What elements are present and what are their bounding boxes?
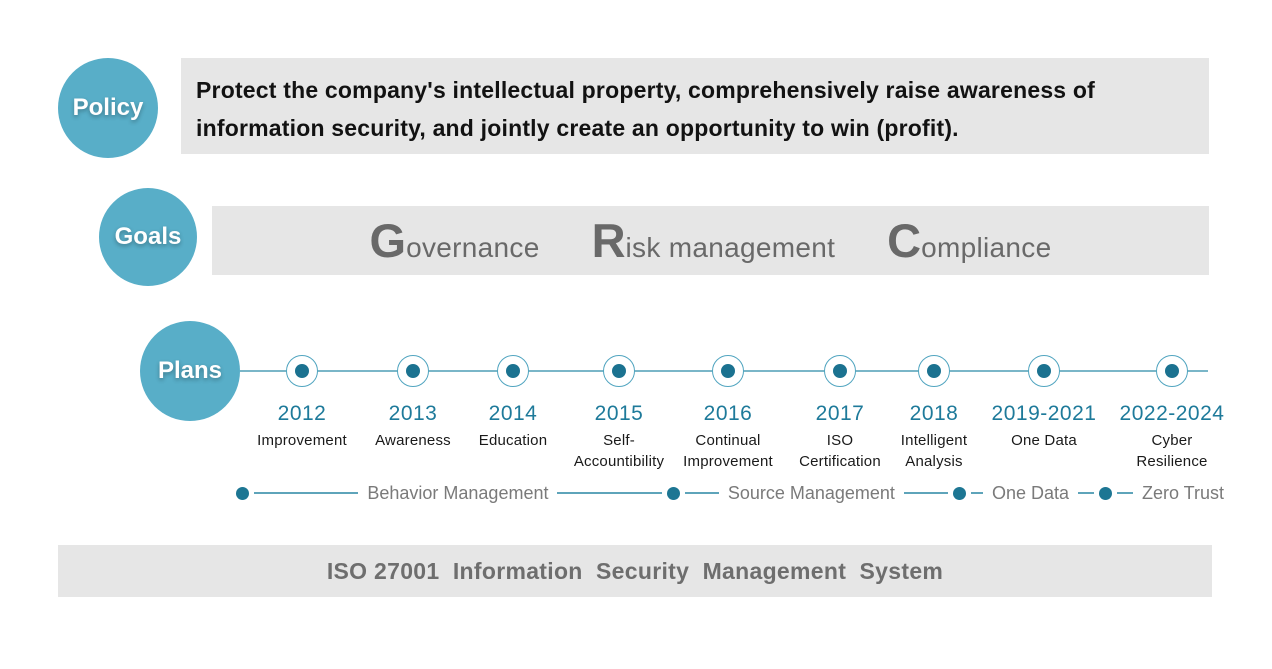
node-dot-icon (406, 364, 420, 378)
phase-line (1116, 492, 1133, 494)
footer-bar: ISO 27001 Information Security Managemen… (58, 545, 1212, 597)
goal-rest: isk management (625, 232, 836, 263)
phase-behavior-management: Behavior Management (367, 482, 549, 503)
milestone-year: 2016 (703, 402, 753, 425)
milestone-year: 2014 (488, 402, 538, 425)
phase-line (684, 492, 719, 494)
policy-badge: Policy (58, 58, 158, 158)
milestone-2013: 2013 Awareness (343, 402, 483, 451)
milestone-year: 2015 (594, 402, 644, 425)
goal-initial: C (887, 214, 922, 267)
timeline-node-icon (1156, 355, 1188, 387)
phase-zero-trust: Zero Trust (1141, 482, 1225, 503)
timeline-node-icon (286, 355, 318, 387)
milestone-2022-2024: 2022-2024 Cyber Resilience (1102, 402, 1242, 472)
phase-dot-icon (952, 486, 966, 500)
policy-statement: Protect the company's intellectual prope… (196, 77, 1095, 141)
node-dot-icon (506, 364, 520, 378)
phase-dot-icon (236, 486, 249, 500)
milestone-year: 2017 (815, 402, 865, 425)
footer-title: ISO 27001 Information Security Managemen… (326, 557, 944, 584)
timeline-node-icon (712, 355, 744, 387)
node-dot-icon (721, 364, 735, 378)
node-dot-icon (612, 364, 626, 378)
node-dot-icon (295, 364, 309, 378)
phase-row: Behavior Management Source Management On… (236, 481, 1228, 505)
goals-badge: Goals (99, 188, 197, 286)
goals-badge-label: Goals (114, 223, 182, 250)
timeline-node-icon (497, 355, 529, 387)
phase-dot-icon (1098, 486, 1112, 500)
phase-line (903, 492, 948, 494)
node-dot-icon (927, 364, 941, 378)
milestone-label: Improvement (257, 432, 347, 449)
phase-one-data: One Data (991, 482, 1069, 503)
phase-line (970, 492, 983, 494)
milestone-2015: 2015 Self- Accountibility (549, 402, 689, 472)
milestone-label: ISO Certification (799, 432, 881, 470)
milestone-year: 2022-2024 (1119, 402, 1225, 425)
timeline-node-icon (824, 355, 856, 387)
timeline-node-icon (918, 355, 950, 387)
milestone-2018: 2018 Intelligent Analysis (864, 402, 1004, 472)
milestone-label: Cyber Resilience (1136, 432, 1208, 470)
node-dot-icon (833, 364, 847, 378)
milestone-label: One Data (1011, 432, 1077, 449)
milestone-label: Intelligent Analysis (900, 432, 968, 470)
policy-panel: Protect the company's intellectual prope… (181, 58, 1209, 154)
milestone-2019-2021: 2019-2021 One Data (974, 402, 1114, 451)
milestone-year: 2012 (277, 402, 327, 425)
phase-dot-icon (666, 486, 680, 500)
milestone-2014: 2014 Education (443, 402, 583, 451)
goal-rest: overnance (406, 232, 540, 263)
plans-badge: Plans (140, 321, 240, 421)
phase-line (254, 492, 359, 494)
timeline-node-icon (397, 355, 429, 387)
goal-rest: ompliance (921, 232, 1052, 263)
policy-badge-label: Policy (72, 94, 144, 121)
milestone-label: Continual Improvement (683, 432, 773, 470)
goal-initial: G (369, 214, 407, 267)
timeline-node-icon (603, 355, 635, 387)
goal-initial: R (591, 214, 626, 267)
milestone-year: 2019-2021 (991, 402, 1097, 425)
milestone-year: 2018 (909, 402, 959, 425)
milestone-2016: 2016 Continual Improvement (658, 402, 798, 472)
phase-line (1077, 492, 1094, 494)
milestone-2012: 2012 Improvement (232, 402, 372, 451)
phase-line (557, 492, 662, 494)
milestone-label: Education (478, 432, 548, 449)
milestone-2017: 2017 ISO Certification (770, 402, 910, 472)
milestone-label: Self- Accountibility (573, 432, 665, 470)
timeline-node-icon (1028, 355, 1060, 387)
node-dot-icon (1165, 364, 1179, 378)
plans-badge-label: Plans (157, 357, 223, 384)
milestone-label: Awareness (375, 432, 451, 449)
milestone-year: 2013 (388, 402, 438, 425)
phase-source-management: Source Management (727, 482, 895, 503)
node-dot-icon (1037, 364, 1051, 378)
